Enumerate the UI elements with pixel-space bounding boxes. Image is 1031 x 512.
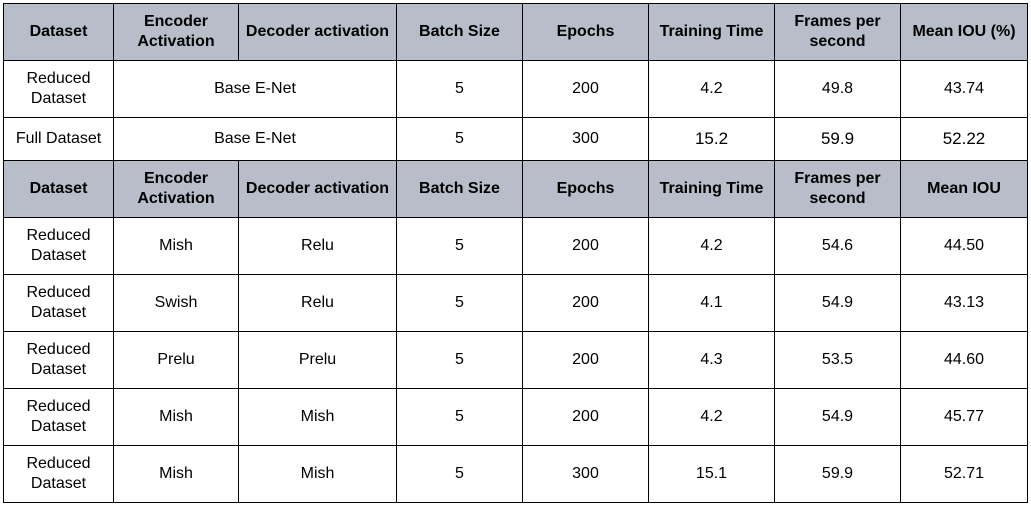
header-encoder-activation: Encoder Activation	[113, 160, 239, 218]
header-mean-iou: Mean IOU	[900, 160, 1028, 218]
cell-epochs: 200	[522, 388, 649, 446]
cell-decoder-activation: Mish	[238, 388, 397, 446]
cell-training-time: 4.1	[648, 274, 775, 332]
cell-encoder-activation: Mish	[113, 445, 239, 503]
cell-dataset: Full Dataset	[3, 117, 114, 161]
header-epochs: Epochs	[522, 3, 649, 61]
header-decoder-activation: Decoder activation	[238, 160, 397, 218]
header-training-time: Training Time	[648, 3, 775, 61]
cell-training-time: 4.2	[648, 388, 775, 446]
cell-epochs: 300	[522, 117, 649, 161]
cell-batch-size: 5	[396, 388, 523, 446]
header-dataset: Dataset	[3, 3, 114, 61]
header-training-time: Training Time	[648, 160, 775, 218]
cell-model: Base E-Net	[113, 60, 397, 118]
cell-mean-iou: 52.71	[900, 445, 1028, 503]
cell-epochs: 200	[522, 331, 649, 389]
cell-model: Base E-Net	[113, 117, 397, 161]
cell-epochs: 200	[522, 217, 649, 275]
cell-fps: 54.9	[774, 388, 901, 446]
cell-batch-size: 5	[396, 445, 523, 503]
table-header-row: Dataset Encoder Activation Decoder activ…	[3, 160, 1028, 218]
cell-dataset: Reduced Dataset	[3, 60, 114, 118]
cell-mean-iou: 43.13	[900, 274, 1028, 332]
cell-encoder-activation: Mish	[113, 217, 239, 275]
cell-fps: 53.5	[774, 331, 901, 389]
cell-mean-iou: 44.50	[900, 217, 1028, 275]
table-row: Reduced Dataset Prelu Prelu 5 200 4.3 53…	[3, 331, 1028, 389]
cell-encoder-activation: Prelu	[113, 331, 239, 389]
header-mean-iou: Mean IOU (%)	[900, 3, 1028, 61]
cell-encoder-activation: Mish	[113, 388, 239, 446]
cell-training-time: 15.1	[648, 445, 775, 503]
cell-mean-iou: 44.60	[900, 331, 1028, 389]
cell-fps: 49.8	[774, 60, 901, 118]
cell-batch-size: 5	[396, 331, 523, 389]
cell-batch-size: 5	[396, 217, 523, 275]
header-batch-size: Batch Size	[396, 3, 523, 61]
cell-training-time: 15.2	[648, 117, 775, 161]
header-fps: Frames per second	[774, 3, 901, 61]
results-table: Dataset Encoder Activation Decoder activ…	[3, 3, 1028, 503]
header-epochs: Epochs	[522, 160, 649, 218]
cell-mean-iou: 52.22	[900, 117, 1028, 161]
header-dataset: Dataset	[3, 160, 114, 218]
table-row: Reduced Dataset Mish Mish 5 300 15.1 59.…	[3, 445, 1028, 503]
cell-batch-size: 5	[396, 274, 523, 332]
table-row: Full Dataset Base E-Net 5 300 15.2 59.9 …	[3, 117, 1028, 161]
cell-epochs: 300	[522, 445, 649, 503]
cell-epochs: 200	[522, 60, 649, 118]
header-decoder-activation: Decoder activation	[238, 3, 397, 61]
table-row: Reduced Dataset Base E-Net 5 200 4.2 49.…	[3, 60, 1028, 118]
header-batch-size: Batch Size	[396, 160, 523, 218]
cell-fps: 54.6	[774, 217, 901, 275]
cell-fps: 54.9	[774, 274, 901, 332]
cell-training-time: 4.2	[648, 60, 775, 118]
cell-batch-size: 5	[396, 117, 523, 161]
cell-batch-size: 5	[396, 60, 523, 118]
cell-mean-iou: 43.74	[900, 60, 1028, 118]
cell-decoder-activation: Prelu	[238, 331, 397, 389]
table-row: Reduced Dataset Mish Relu 5 200 4.2 54.6…	[3, 217, 1028, 275]
cell-training-time: 4.2	[648, 217, 775, 275]
cell-epochs: 200	[522, 274, 649, 332]
cell-dataset: Reduced Dataset	[3, 331, 114, 389]
cell-dataset: Reduced Dataset	[3, 274, 114, 332]
cell-dataset: Reduced Dataset	[3, 445, 114, 503]
cell-fps: 59.9	[774, 117, 901, 161]
cell-mean-iou: 45.77	[900, 388, 1028, 446]
table-row: Reduced Dataset Swish Relu 5 200 4.1 54.…	[3, 274, 1028, 332]
header-encoder-activation: Encoder Activation	[113, 3, 239, 61]
cell-decoder-activation: Relu	[238, 274, 397, 332]
cell-fps: 59.9	[774, 445, 901, 503]
cell-decoder-activation: Relu	[238, 217, 397, 275]
cell-encoder-activation: Swish	[113, 274, 239, 332]
cell-dataset: Reduced Dataset	[3, 217, 114, 275]
table-row: Reduced Dataset Mish Mish 5 200 4.2 54.9…	[3, 388, 1028, 446]
header-fps: Frames per second	[774, 160, 901, 218]
cell-dataset: Reduced Dataset	[3, 388, 114, 446]
cell-decoder-activation: Mish	[238, 445, 397, 503]
cell-training-time: 4.3	[648, 331, 775, 389]
table-header-row: Dataset Encoder Activation Decoder activ…	[3, 3, 1028, 61]
